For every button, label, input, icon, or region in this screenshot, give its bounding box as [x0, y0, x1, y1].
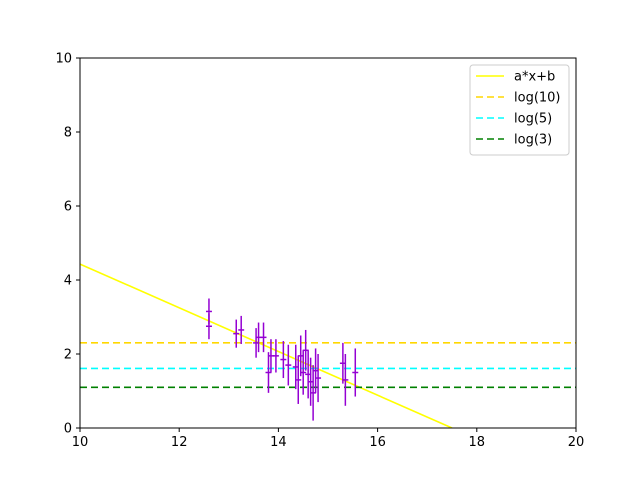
- legend-label: log(3): [514, 133, 552, 148]
- errorbar-point: [238, 315, 245, 345]
- legend-label: log(5): [514, 112, 552, 127]
- x-tick-label: 14: [270, 435, 287, 450]
- plot-area-frame: [79, 57, 577, 429]
- x-tick-label: 10: [72, 435, 89, 450]
- y-tick-label: 6: [64, 200, 72, 215]
- errorbar-point: [233, 319, 240, 348]
- errorbar-point: [295, 355, 302, 404]
- x-tick-label: 16: [369, 435, 386, 450]
- y-tick-label: 10: [55, 52, 72, 67]
- x-tick-label: 12: [171, 435, 188, 450]
- errorbar-point: [285, 344, 292, 386]
- x-tick-label: 20: [568, 435, 585, 450]
- errorbar-point: [315, 354, 322, 403]
- series-line-0: [80, 263, 453, 428]
- x-tick-label: 18: [469, 435, 486, 450]
- errorbar-point: [205, 313, 212, 340]
- y-tick-label: 4: [64, 274, 72, 289]
- errorbar-point: [260, 322, 267, 353]
- y-tick-label: 2: [64, 348, 72, 363]
- y-tick-label: 0: [64, 422, 72, 437]
- errorbar-point: [272, 339, 279, 373]
- legend-label: a*x+b: [514, 70, 555, 85]
- errorbar-point: [342, 354, 349, 406]
- y-tick-label: 8: [64, 126, 72, 141]
- errorbar-point: [352, 348, 359, 397]
- legend-label: log(10): [514, 91, 561, 106]
- errorbar-point: [280, 341, 287, 379]
- errorbar-point: [300, 350, 307, 395]
- legend: a*x+b log(10) log(5) log(3): [469, 64, 570, 156]
- legend-box: [469, 64, 570, 156]
